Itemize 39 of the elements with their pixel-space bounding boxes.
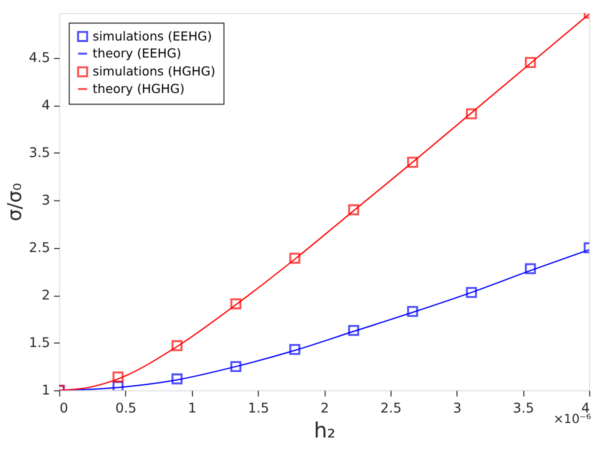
y-tick-label: 2.5: [28, 241, 50, 256]
x-tick-label: 1.5: [248, 402, 270, 417]
x-tick-label: 2: [320, 402, 329, 417]
line-series: [59, 13, 590, 390]
x-tick-label: 3: [452, 402, 462, 417]
x-tick-label: 3.5: [512, 402, 534, 417]
point: [230, 298, 242, 310]
x-tick-label: 2.5: [380, 402, 402, 417]
point: [466, 286, 477, 298]
point: [524, 263, 536, 274]
y-tick-label: 3: [42, 194, 50, 209]
y-tick-label: 1: [42, 384, 50, 399]
x-axis-title: h₂: [314, 418, 336, 443]
point: [407, 156, 418, 168]
point: [348, 204, 360, 216]
point: [172, 373, 182, 384]
y-tick-label: 2: [42, 288, 50, 304]
legend-label: theory (EEHG): [92, 45, 182, 60]
x-tick-label: 1: [188, 402, 196, 417]
point: [172, 340, 182, 352]
legend-label: simulations (EEHG): [92, 28, 212, 44]
x-tick-label: 0: [60, 402, 68, 417]
point: [230, 361, 242, 372]
point: [524, 57, 536, 68]
y-tick-label: 1.5: [28, 336, 50, 352]
legend-label: theory (HGHG): [92, 80, 185, 96]
y-tick-label: 4: [42, 98, 50, 114]
point: [466, 108, 477, 120]
point: [407, 306, 418, 317]
point: [348, 324, 360, 336]
point: [112, 381, 124, 390]
y-tick-label: 3.5: [28, 146, 50, 162]
x-tick-label: 0.5: [115, 402, 137, 417]
point: [289, 252, 300, 264]
y-tick-label: 4.5: [28, 51, 50, 66]
legend-label: simulations (HGHG): [92, 64, 216, 79]
point: [289, 344, 300, 355]
point: [112, 372, 124, 382]
y-axis-title: σ/σ₀: [3, 183, 26, 222]
